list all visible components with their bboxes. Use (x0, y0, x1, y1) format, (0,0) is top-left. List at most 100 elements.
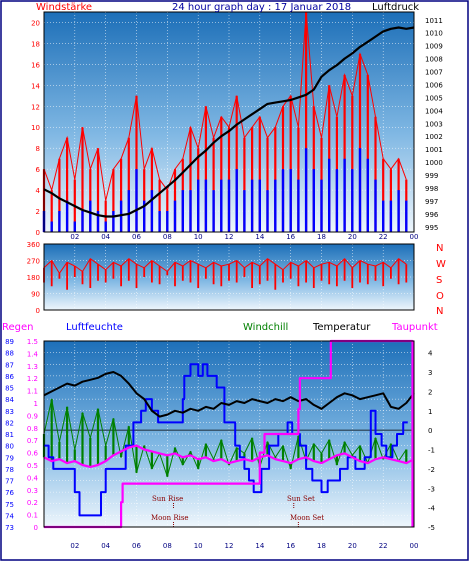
feuchte-y-tick: 73 (5, 524, 14, 532)
temp-x-tick: 16 (286, 542, 295, 550)
legend-windchill: Windchill (243, 322, 288, 333)
wind-panel-border (43, 11, 415, 233)
direction-y-tick: 270 (27, 258, 40, 266)
temperature-panel-border (43, 340, 415, 528)
wind-x-tick: 12 (225, 233, 234, 241)
pressure-y-tick: 1011 (425, 17, 443, 25)
pressure-y-tick: 1007 (425, 69, 443, 77)
feuchte-y-tick: 89 (5, 338, 14, 346)
rain-line (44, 339, 414, 529)
regen-y-tick: 1 (34, 400, 38, 408)
temp-y-tick: 0 (428, 427, 432, 435)
temp-y-tick: -5 (428, 524, 435, 532)
direction-line (43, 258, 407, 274)
pressure-y-tick: 1002 (425, 133, 443, 141)
legend-temperatur: Temperatur (312, 322, 371, 333)
header-title: 24 hour graph day : 17 Januar 2018 (172, 2, 351, 13)
temp-y-tick: -4 (428, 505, 436, 513)
direction-letter-w: W (436, 259, 446, 270)
regen-y-tick: 1.4 (27, 350, 39, 358)
pressure-y-tick: 1010 (425, 30, 443, 38)
wind-x-tick: 22 (379, 233, 388, 241)
tick-labels: 2018161412108642010111010100910081007100… (5, 17, 443, 550)
regen-y-tick: 0.1 (27, 512, 38, 520)
wind-x-tick: 20 (348, 233, 357, 241)
pressure-y-tick: 995 (425, 224, 438, 232)
wind-speed-line (43, 11, 407, 201)
temp-x-tick: 04 (101, 542, 110, 550)
wind-x-tick: 10 (194, 233, 203, 241)
regen-y-tick: 0.7 (27, 437, 38, 445)
sun-rise-label: Sun Rise (152, 495, 183, 503)
temp-x-tick: 02 (70, 542, 79, 550)
direction-y-tick: 90 (31, 291, 40, 299)
sun-set-label: Sun Set (287, 495, 315, 503)
temp-y-tick: 3 (428, 369, 432, 377)
regen-y-tick: 0.5 (27, 462, 38, 470)
legend-luftfeuchte: Luftfeuchte (66, 322, 123, 333)
feuchte-y-tick: 88 (5, 350, 14, 358)
temp-y-tick: -1 (428, 447, 435, 455)
wind-y-tick: 14 (31, 82, 40, 90)
regen-y-tick: 1.5 (27, 338, 38, 346)
wind-y-tick: 0 (36, 229, 40, 237)
pressure-line (43, 26, 415, 218)
feuchte-y-tick: 76 (5, 489, 14, 497)
wind-y-tick: 12 (31, 103, 40, 111)
temp-x-tick: 14 (255, 542, 264, 550)
feuchte-y-tick: 81 (5, 431, 14, 439)
feuchte-y-tick: 79 (5, 454, 14, 462)
regen-y-tick: 1.1 (27, 388, 38, 396)
direction-panel-border (43, 243, 415, 311)
direction-letter-s: S (436, 275, 442, 286)
regen-y-tick: 0.2 (27, 499, 38, 507)
feuchte-y-tick: 84 (5, 396, 14, 404)
wind-x-tick: 00 (410, 233, 419, 241)
pressure-y-tick: 1006 (425, 81, 443, 89)
temp-y-tick: -3 (428, 485, 435, 493)
regen-y-tick: 1.2 (27, 375, 38, 383)
feuchte-y-tick: 78 (5, 466, 14, 474)
wind-x-tick: 18 (317, 233, 326, 241)
moon-set-label: Moon Set (290, 514, 324, 522)
temp-x-tick: 12 (225, 542, 234, 550)
wind-x-tick: 14 (255, 233, 264, 241)
temp-y-tick: 2 (428, 388, 432, 396)
wind-y-tick: 6 (36, 166, 41, 174)
temp-x-tick: 08 (163, 542, 172, 550)
direction-letter-n-bottom: N (436, 306, 443, 317)
temp-y-tick: -2 (428, 466, 435, 474)
feuchte-y-tick: 86 (5, 373, 14, 381)
feuchte-y-tick: 77 (5, 478, 14, 486)
direction-y-tick: 0 (36, 307, 40, 315)
pressure-y-tick: 1009 (425, 43, 443, 51)
wind-y-tick: 16 (31, 61, 40, 69)
regen-y-tick: 0.8 (27, 425, 38, 433)
pressure-y-tick: 1000 (425, 159, 443, 167)
feuchte-y-tick: 80 (5, 443, 14, 451)
wind-y-tick: 2 (36, 208, 40, 216)
direction-y-tick: 360 (27, 241, 40, 249)
wind-y-tick: 18 (31, 40, 40, 48)
pressure-y-tick: 1001 (425, 146, 443, 154)
temp-y-tick: 4 (428, 350, 433, 358)
dewpoint-line (43, 444, 415, 468)
header-left-label: Windstärke (36, 2, 92, 13)
windchill-line (43, 398, 407, 478)
direction-letter-n-top: N (436, 243, 443, 254)
temp-x-tick: 18 (317, 542, 326, 550)
pressure-y-tick: 1008 (425, 56, 443, 64)
wind-y-tick: 10 (31, 124, 40, 132)
direction-letter-o: O (436, 291, 444, 302)
pressure-y-tick: 1003 (425, 120, 443, 128)
regen-y-tick: 1.3 (27, 363, 38, 371)
regen-y-tick: 0.3 (27, 487, 38, 495)
temp-y-tick: 1 (428, 408, 432, 416)
moon-rise-label: Moon Rise (151, 514, 189, 522)
pressure-y-tick: 1004 (425, 107, 443, 115)
wind-x-tick: 06 (132, 233, 141, 241)
feuchte-y-tick: 82 (5, 419, 14, 427)
temp-x-tick: 22 (379, 542, 388, 550)
